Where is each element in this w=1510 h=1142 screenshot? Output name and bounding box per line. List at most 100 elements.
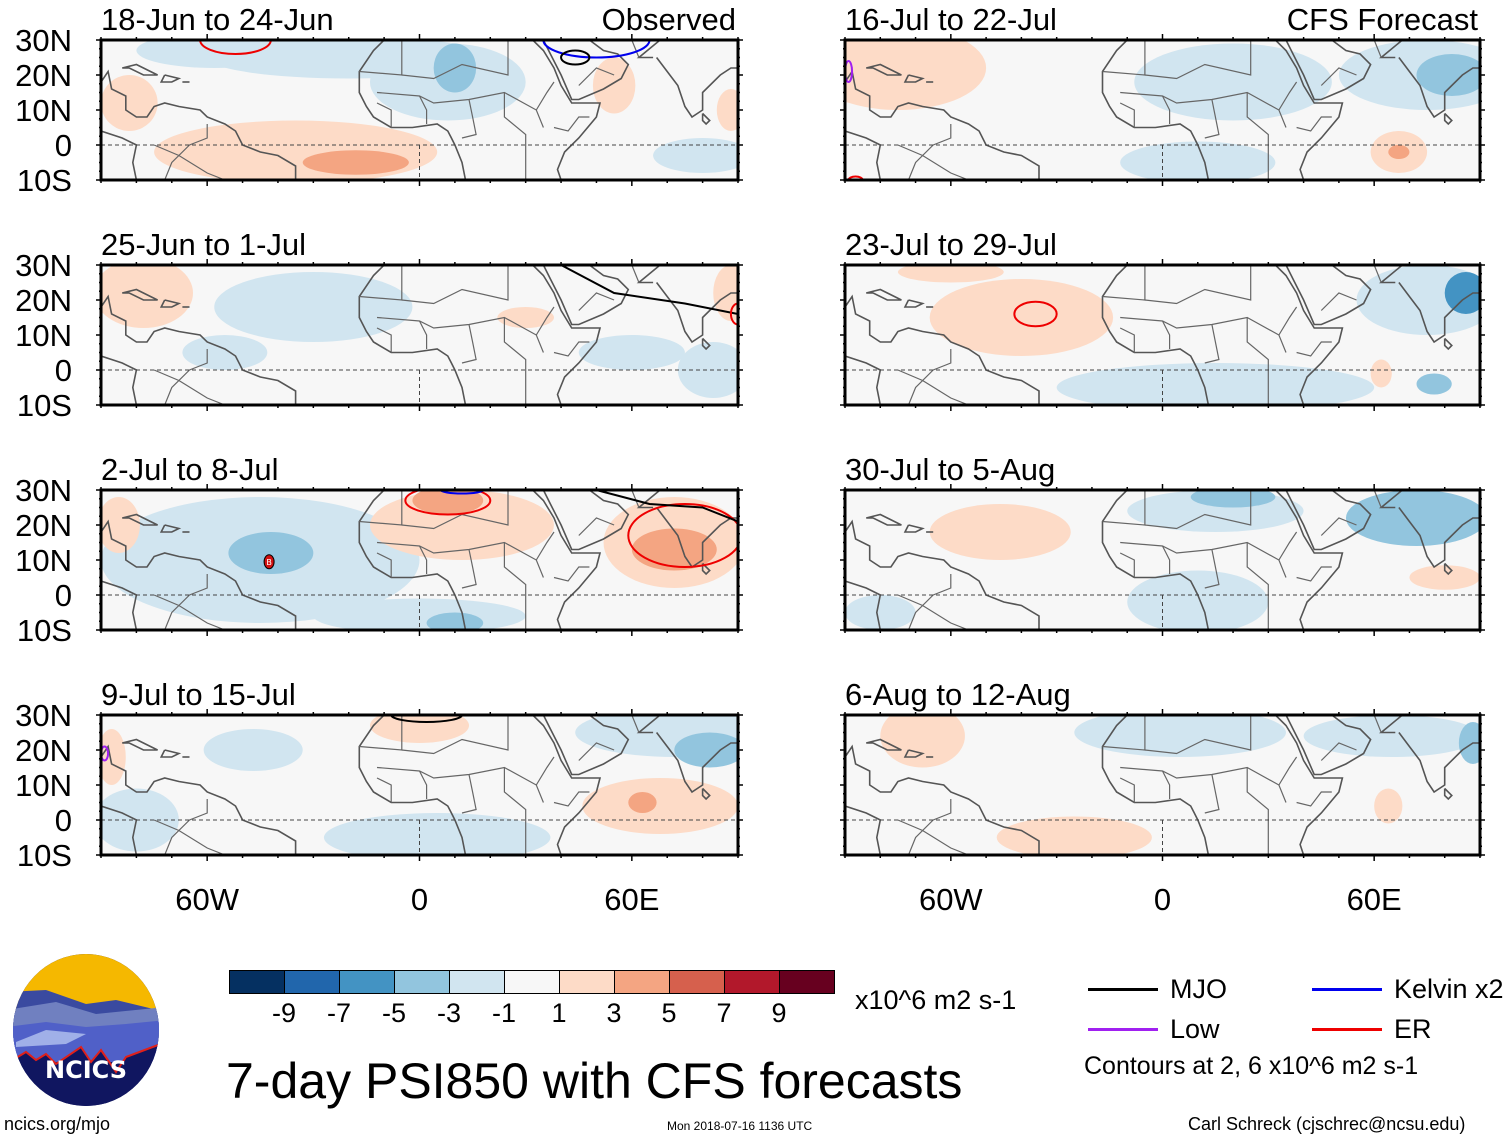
coastline [1398,507,1480,569]
country-border [401,40,509,80]
country-border [401,715,509,755]
anomaly-region [929,279,1114,356]
coastline [845,519,1040,630]
country-border [376,102,392,128]
coastline [1274,490,1344,630]
anomaly-region [897,265,1004,283]
coastline [159,299,182,308]
anomaly-region [497,307,554,328]
anomaly-region [716,89,738,131]
coastline [655,732,738,794]
colorbar-swatch [724,970,780,994]
country-border [461,549,477,589]
country-border [418,545,428,574]
colorbar-label: -7 [326,998,351,1028]
lat-tick-label: 0 [54,353,72,388]
panel-period-title: 2-Jul to 8-Jul [101,452,279,487]
country-border [1246,92,1269,180]
country-border [1161,545,1171,574]
anomaly-region [228,532,314,574]
lat-tick-label: 30N [15,698,72,733]
country-border [631,490,640,508]
coastline [903,749,925,758]
legend-line-er [1312,1028,1382,1031]
coastline [101,519,297,630]
anomaly-region [1409,565,1480,590]
colorbar-label: -5 [381,998,406,1028]
country-border [1296,341,1332,357]
coastline [1443,337,1453,351]
coastline [542,265,630,326]
anomaly-region [1388,145,1410,159]
lat-tick-label: 10N [15,93,72,128]
anomaly-region [101,75,158,131]
coastline [159,74,182,83]
country-border [1119,327,1135,353]
anomaly-region [1416,373,1452,395]
coastline [903,299,925,308]
anomaly-region [1345,490,1480,546]
panel-tag: CFS Forecast [1286,2,1478,37]
lat-tick-label: 10N [15,768,72,803]
country-border [376,777,392,803]
lat-tick-label: 10S [16,613,72,648]
coastline [845,744,1040,855]
footer-timestamp: Mon 2018-07-16 1136 UTC [667,1119,813,1133]
country-border [1278,531,1298,561]
anomaly-region [101,729,126,785]
logo-text: NCICS [45,1056,127,1084]
coastline [122,738,158,751]
country-border [1320,292,1357,311]
coastline [101,744,297,855]
country-border [1144,265,1252,305]
anomaly-region [582,778,738,834]
country-border [1204,324,1220,364]
colorbar-swatch [559,970,615,994]
country-border [1373,40,1382,58]
colorbar-swatch [339,970,395,994]
legend-label: Low [1170,1014,1220,1044]
tropical-cyclone-icon: B [263,554,275,570]
map-panel [96,259,743,411]
country-border [153,369,226,405]
coastline [866,63,902,76]
footer-author: Carl Schreck (cjschrec@ncsu.edu) [1188,1114,1466,1134]
anomaly-region [426,612,484,630]
coastline [701,562,711,576]
country-border [1204,774,1220,814]
colorbar-label: 5 [661,998,677,1028]
country-border [1246,542,1269,630]
country-border [535,81,555,111]
footer-site[interactable]: ncics.org/mjo [4,1114,111,1134]
colorbar-swatch [669,970,725,994]
country-border [164,124,208,180]
coastline [1274,265,1344,405]
mjo-contour [560,49,591,66]
country-border [1144,715,1252,755]
legend-label: MJO [1170,974,1227,1004]
coastline [1443,112,1453,126]
coastline [1285,265,1372,326]
coastline [532,490,602,630]
lat-tick-label: 10S [16,838,72,873]
coastline [701,337,711,351]
anomaly-region [1416,54,1480,96]
country-border [153,819,226,855]
country-border [553,116,590,132]
er-contour [729,302,738,326]
coastline [358,40,467,180]
coastline [701,787,711,801]
coastline [101,69,297,180]
anomaly-region [677,342,738,398]
lat-tick-label: 30N [15,473,72,508]
colorbar-label: -3 [436,998,461,1028]
panel-period-title: 25-Jun to 1-Jul [101,227,307,262]
coastline [903,524,925,533]
coastline [532,40,602,180]
coastline [655,57,738,119]
coastline [1443,562,1453,576]
anomaly-region [302,150,409,175]
lat-tick-label: 10N [15,318,72,353]
kelvin-x2-contour [439,490,485,495]
